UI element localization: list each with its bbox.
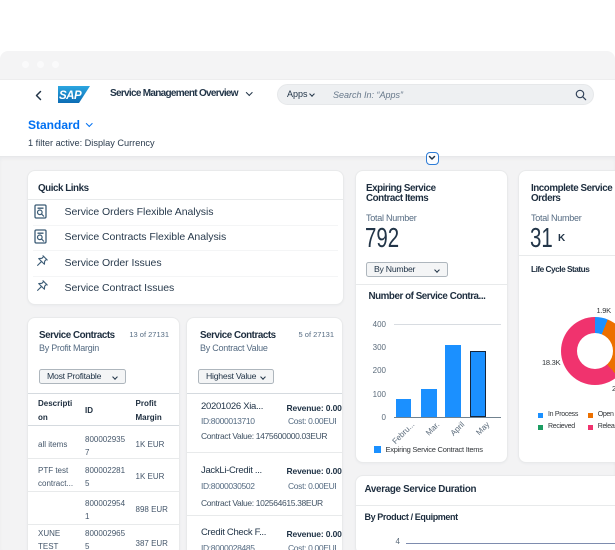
svg-text:SAP: SAP [59, 90, 82, 102]
